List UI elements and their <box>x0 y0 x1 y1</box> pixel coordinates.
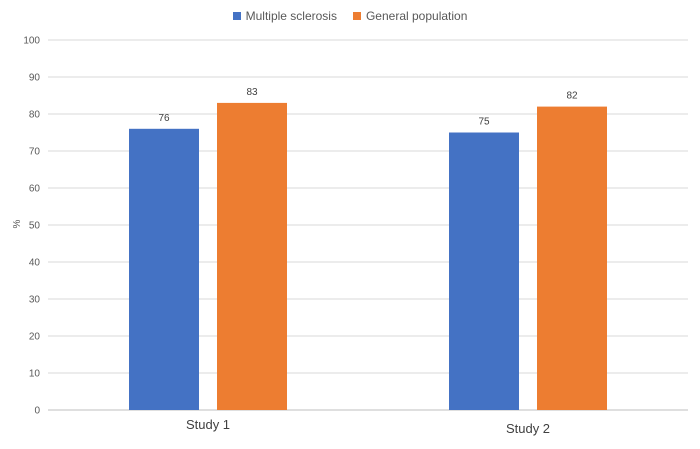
y-tick-label-60: 60 <box>29 184 41 195</box>
y-tick-label-30: 30 <box>29 295 41 306</box>
data-label-multiple-sclerosis-1: 76 <box>158 113 170 124</box>
y-axis-title: % <box>12 219 23 228</box>
data-label-general-population-1: 83 <box>246 87 258 98</box>
y-tick-label-70: 70 <box>29 147 41 158</box>
legend-item-multiple-sclerosis: Multiple sclerosis <box>232 9 337 23</box>
legend-label-multiple-sclerosis: Multiple sclerosis <box>245 9 337 23</box>
data-labels: 76 83 75 82 <box>158 87 578 128</box>
y-tick-label-10: 10 <box>29 369 41 380</box>
bar-multiple-sclerosis-2 <box>449 132 519 410</box>
data-label-general-population-2: 82 <box>566 91 578 102</box>
bar-general-population-2 <box>537 106 607 410</box>
y-tick-label-100: 100 <box>23 36 40 47</box>
y-tick-label-50: 50 <box>29 221 41 232</box>
x-category-label-2: Study 2 <box>506 421 550 436</box>
category-labels: Study 1 Study 2 <box>186 417 550 436</box>
legend-swatch-general-population <box>352 12 361 20</box>
y-axis-ticks: 0 10 20 30 40 50 60 70 80 90 100 <box>23 36 40 417</box>
y-tick-label-20: 20 <box>29 332 41 343</box>
bars <box>129 102 607 411</box>
bar-general-population-1 <box>217 102 287 411</box>
legend: Multiple sclerosis General population <box>0 9 700 23</box>
y-tick-label-90: 90 <box>29 73 41 84</box>
y-tick-label-80: 80 <box>29 110 41 121</box>
legend-swatch-multiple-sclerosis <box>232 12 241 20</box>
y-tick-label-40: 40 <box>29 258 41 269</box>
y-tick-label-0: 0 <box>34 406 40 417</box>
legend-item-general-population: General population <box>352 9 468 23</box>
x-category-label-1: Study 1 <box>186 417 230 432</box>
bar-multiple-sclerosis-1 <box>129 128 199 411</box>
data-label-multiple-sclerosis-2: 75 <box>478 117 490 128</box>
legend-label-general-population: General population <box>365 9 468 23</box>
